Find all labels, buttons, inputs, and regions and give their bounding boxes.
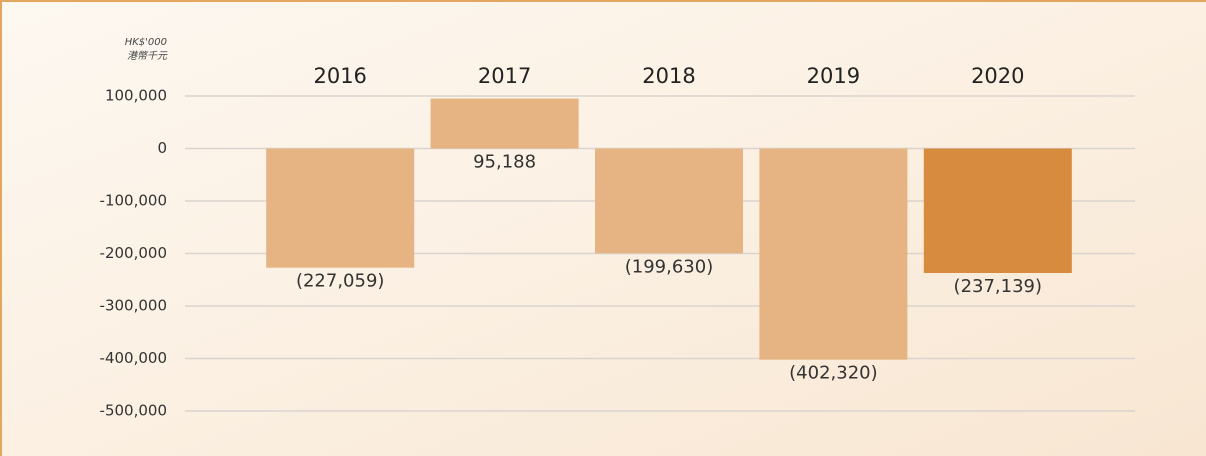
value-label: (199,630) [625,256,713,277]
x-tick-label: 2019 [807,64,860,88]
y-tick-label: -100,000 [100,192,167,210]
value-label: (402,320) [789,363,877,384]
x-tick-label: 2018 [642,64,695,88]
y-tick-label: -400,000 [100,349,167,367]
unit-label: HK$'000 [125,37,167,48]
y-tick-label: 100,000 [105,87,167,105]
bar [595,148,743,254]
y-tick-label: 0 [157,139,167,157]
unit-label: 港幣千元 [127,50,168,62]
y-tick-label: -200,000 [100,244,167,262]
x-tick-label: 2017 [478,64,531,88]
bar [266,148,415,268]
bar [430,98,579,149]
value-label: 95,188 [473,152,536,173]
y-tick-label: -500,000 [100,402,167,420]
x-tick-label: 2020 [971,64,1024,88]
bar [759,148,908,360]
value-label: (237,139) [954,276,1042,297]
y-tick-label: -300,000 [100,297,167,315]
value-label: (227,059) [296,271,384,292]
x-tick-label: 2016 [313,64,366,88]
bar [923,148,1072,273]
